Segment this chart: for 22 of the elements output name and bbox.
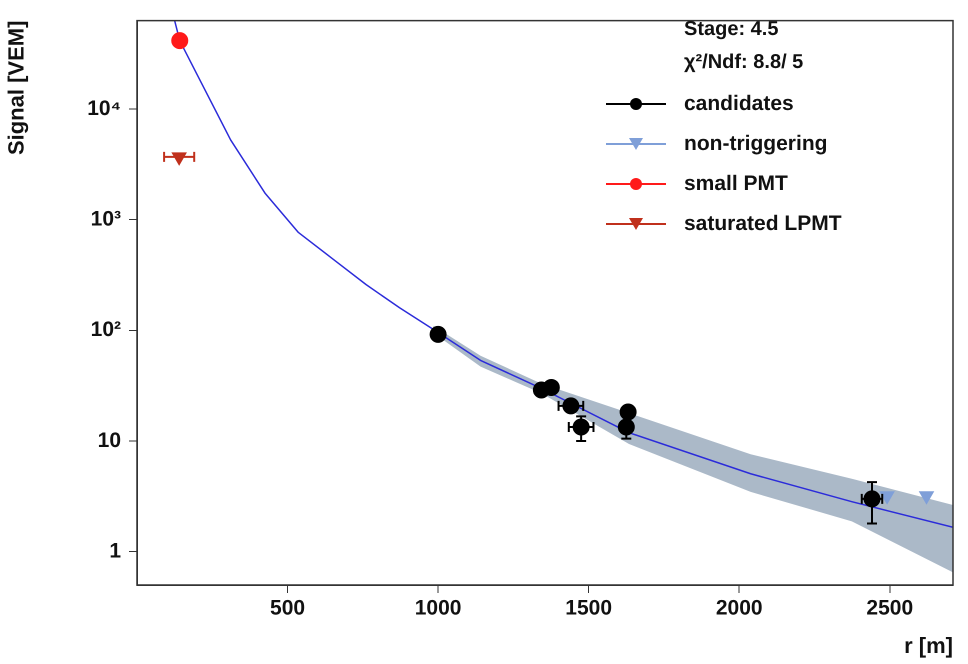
point bbox=[430, 326, 447, 343]
point bbox=[542, 378, 560, 396]
annotation: χ²/Ndf: 8.8/ 5 bbox=[684, 51, 804, 74]
x-tick-label: 1500 bbox=[565, 596, 612, 620]
y-axis-title: Signal [VEM] bbox=[3, 20, 28, 156]
legend-label: saturated LPMT bbox=[684, 212, 842, 236]
legend-label: small PMT bbox=[684, 172, 788, 196]
y-tick-label: 10 bbox=[98, 428, 121, 452]
x-tick-label: 500 bbox=[270, 596, 306, 620]
y-tick-label: 10⁴ bbox=[87, 96, 121, 120]
y-tick-label: 10² bbox=[90, 318, 121, 342]
legend-label: candidates bbox=[684, 92, 794, 116]
point bbox=[620, 403, 637, 420]
x-tick-label: 1000 bbox=[414, 596, 462, 620]
y-tick-label: 10³ bbox=[90, 208, 121, 231]
annotation: Stage: 4.5 bbox=[684, 18, 780, 41]
legend-label: non-triggering bbox=[684, 132, 828, 156]
x-tick-label: 2500 bbox=[866, 596, 914, 620]
y-tick-label: 1 bbox=[109, 539, 122, 562]
point bbox=[171, 32, 188, 50]
x-tick-label: 2000 bbox=[716, 596, 763, 620]
x-axis-title: r [m] bbox=[904, 632, 953, 658]
